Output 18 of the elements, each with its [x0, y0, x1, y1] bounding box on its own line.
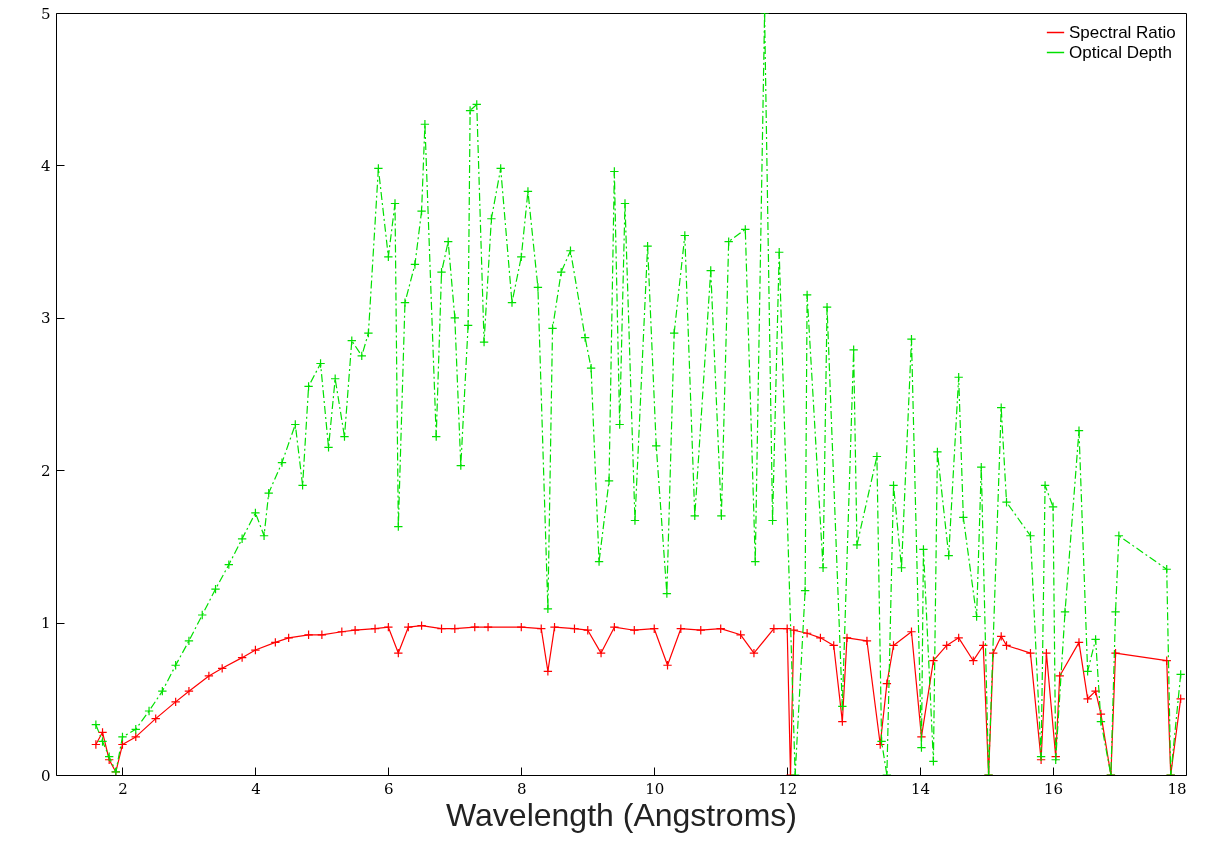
- x-axis-title: Wavelength (Angstroms): [446, 796, 797, 833]
- x-tick-label: 10: [645, 779, 665, 798]
- x-tick-label: 8: [517, 779, 527, 798]
- y-tick-label: 4: [40, 156, 51, 175]
- y-tick-label: 3: [40, 309, 51, 328]
- x-tick-label: 14: [911, 779, 931, 798]
- legend-label: Optical Depth: [1069, 42, 1172, 62]
- x-tick-label: 6: [384, 779, 394, 798]
- y-tick-label: 1: [40, 614, 51, 633]
- x-tick-label: 4: [251, 779, 261, 798]
- y-tick-label: 5: [40, 4, 51, 23]
- legend-label: Spectral Ratio: [1069, 22, 1176, 42]
- y-tick-label: 2: [40, 461, 51, 480]
- x-tick-label: 12: [778, 779, 798, 798]
- x-tick-label: 2: [118, 779, 128, 798]
- x-tick-label: 18: [1167, 779, 1187, 798]
- x-tick-label: 16: [1044, 779, 1064, 798]
- y-tick-label: 0: [40, 766, 51, 785]
